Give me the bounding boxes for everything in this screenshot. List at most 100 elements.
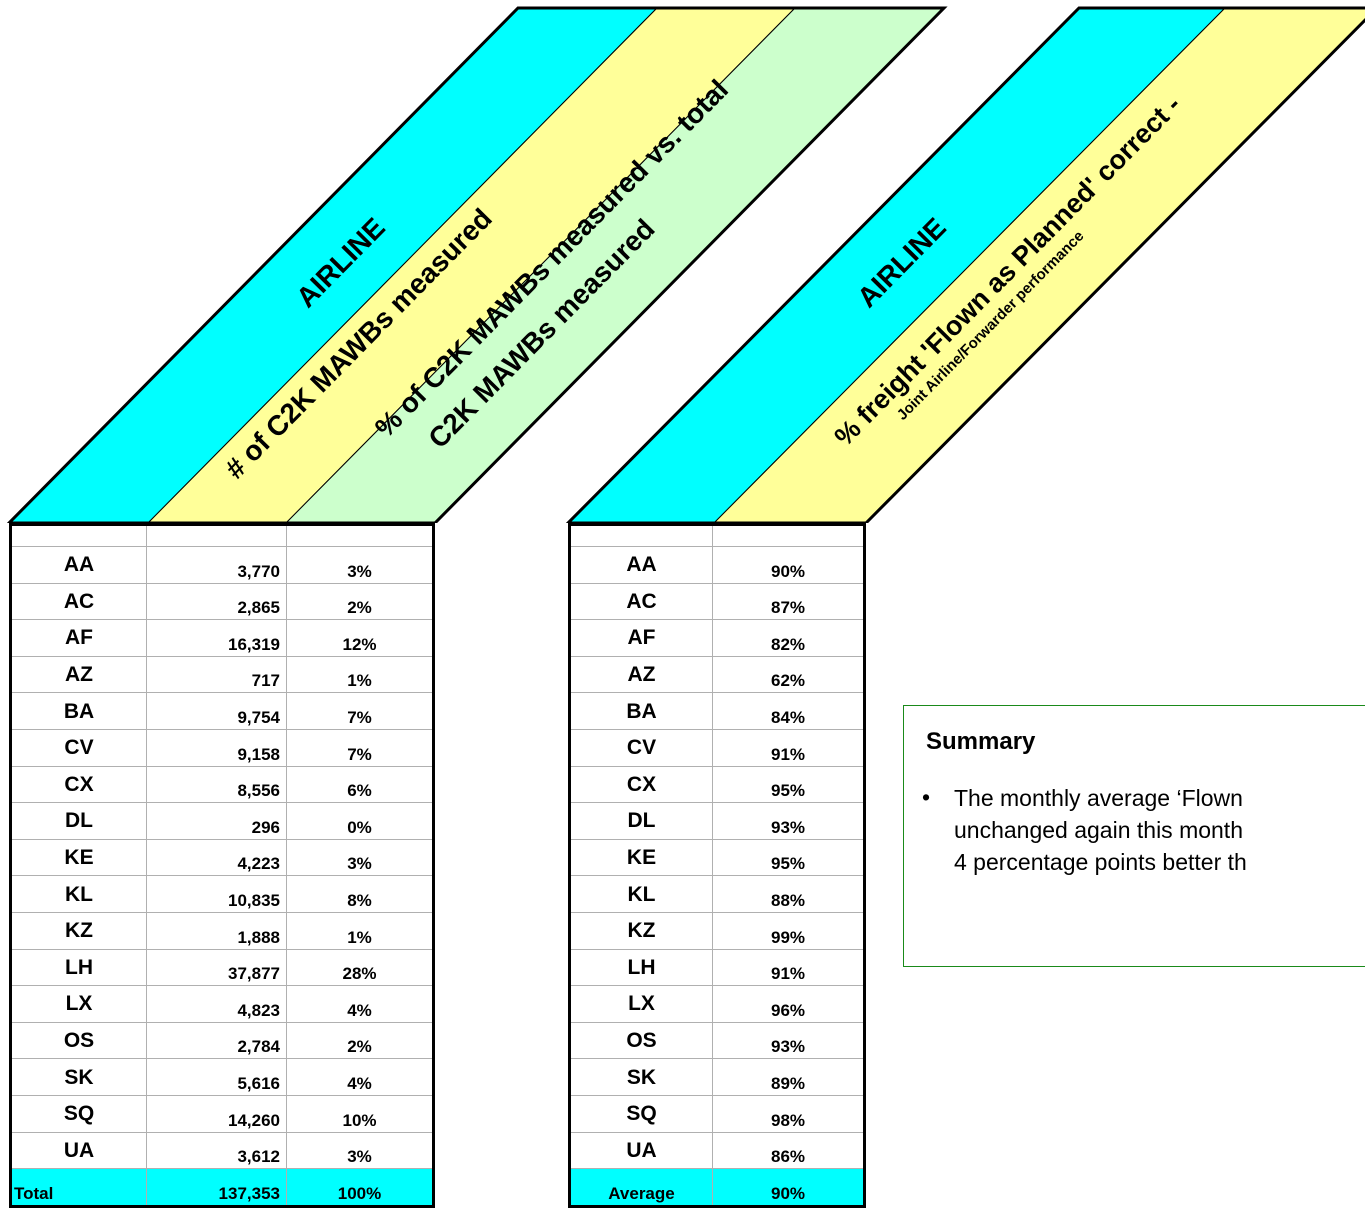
table-row: KZ 99%	[569, 911, 865, 950]
airline-code-cell: CV	[10, 728, 147, 767]
table2-header-outline	[565, 6, 1365, 523]
table-row: KL 88%	[569, 875, 865, 913]
table-row: KE 4,223 3%	[10, 838, 434, 877]
mawb-count-cell: 5,616	[146, 1058, 287, 1096]
airline-code-cell: KZ	[569, 911, 713, 950]
flown-pct-cell: 82%	[712, 619, 865, 657]
mawb-share-cell: 3%	[286, 546, 434, 584]
table-row: AF 82%	[569, 619, 865, 657]
table-row: AA 3,770 3%	[10, 546, 434, 584]
table-row-blank	[10, 524, 434, 547]
airline-code-cell: SK	[569, 1058, 713, 1096]
flown-pct-cell: 87%	[712, 582, 865, 621]
table-row: AC 2,865 2%	[10, 582, 434, 621]
airline-code-cell: KE	[10, 838, 147, 877]
flown-pct-cell: 88%	[712, 875, 865, 913]
mawb-count-cell: 2,865	[146, 582, 287, 621]
mawb-share-cell: 7%	[286, 692, 434, 730]
table-row: BA 9,754 7%	[10, 692, 434, 730]
table-row: SQ 14,260 10%	[10, 1094, 434, 1133]
airline-code-cell: AC	[569, 582, 713, 621]
flown-pct-cell: 93%	[712, 802, 865, 840]
table1-header-outline	[6, 6, 948, 523]
table-row: LH 91%	[569, 948, 865, 987]
airline-code-cell: UA	[569, 1131, 713, 1170]
flown-pct-cell: 95%	[712, 838, 865, 877]
average-row: Average 90%	[569, 1168, 865, 1207]
mawb-share-cell: 12%	[286, 619, 434, 657]
table-row: OS 2,784 2%	[10, 1021, 434, 1060]
airline-code-cell: KZ	[10, 911, 147, 950]
mawb-share-cell: 3%	[286, 1131, 434, 1170]
mawb-share-cell: 1%	[286, 911, 434, 950]
table-row-blank	[569, 524, 865, 547]
total-share: 100%	[286, 1168, 434, 1207]
mawb-count-cell: 4,823	[146, 985, 287, 1023]
airline-code-cell: CX	[569, 765, 713, 804]
table-row: KZ 1,888 1%	[10, 911, 434, 950]
airline-code-cell: AZ	[10, 655, 147, 694]
airline-code-cell: DL	[569, 802, 713, 840]
airline-code-cell: SK	[10, 1058, 147, 1096]
summary-text: The monthly average ‘Flown unchanged aga…	[954, 782, 1365, 878]
total-label: Total	[10, 1168, 147, 1207]
mawb-share-cell: 10%	[286, 1094, 434, 1133]
mawb-count-cell: 3,612	[146, 1131, 287, 1170]
table-row: CX 95%	[569, 765, 865, 804]
mawb-count-cell: 10,835	[146, 875, 287, 913]
table-row: UA 3,612 3%	[10, 1131, 434, 1170]
airline-code-cell: AZ	[569, 655, 713, 694]
mawb-share-cell: 0%	[286, 802, 434, 840]
table-row: CV 91%	[569, 728, 865, 767]
column-headers: AIRLINE # of C2K MAWBs measured % of C2K…	[6, 6, 1365, 523]
mawb-share-cell: 2%	[286, 582, 434, 621]
airline-code-cell: LH	[569, 948, 713, 987]
table-row: LH 37,877 28%	[10, 948, 434, 987]
airline-code-cell: AF	[10, 619, 147, 657]
mawb-count-cell: 4,223	[146, 838, 287, 877]
table-row: SK 89%	[569, 1058, 865, 1096]
mawb-count-cell: 717	[146, 655, 287, 694]
table-row: AZ 717 1%	[10, 655, 434, 694]
airline-code-cell: CX	[10, 765, 147, 804]
mawb-count-cell: 14,260	[146, 1094, 287, 1133]
mawb-share-cell: 3%	[286, 838, 434, 877]
mawb-share-cell: 1%	[286, 655, 434, 694]
mawb-count-cell: 37,877	[146, 948, 287, 987]
summary-box: Summary • The monthly average ‘Flown unc…	[903, 705, 1365, 967]
mawb-share-cell: 4%	[286, 1058, 434, 1096]
airline-code-cell: KL	[10, 875, 147, 913]
mawb-count-cell: 2,784	[146, 1021, 287, 1060]
airline-code-cell: OS	[569, 1021, 713, 1060]
airline-code-cell: AC	[10, 582, 147, 621]
table-row: CV 9,158 7%	[10, 728, 434, 767]
table-row: LX 4,823 4%	[10, 985, 434, 1023]
bullet-icon: •	[922, 784, 931, 810]
flown-pct-cell: 86%	[712, 1131, 865, 1170]
mawb-share-cell: 8%	[286, 875, 434, 913]
mawb-share-cell: 2%	[286, 1021, 434, 1060]
table-row: AZ 62%	[569, 655, 865, 694]
total-row: Total 137,353 100%	[10, 1168, 434, 1207]
table-row: BA 84%	[569, 692, 865, 730]
summary-line: 4 percentage points better th	[954, 849, 1247, 875]
airline-code-cell: UA	[10, 1131, 147, 1170]
airline-code-cell: LX	[10, 985, 147, 1023]
airline-code-cell: LH	[10, 948, 147, 987]
table-row: KL 10,835 8%	[10, 875, 434, 913]
airline-code-cell: KL	[569, 875, 713, 913]
flown-as-planned-table: AA 90% AC 87% AF 82% AZ 62% BA 84% CV 91% CX 95% DL 93%…	[568, 523, 866, 1208]
mawb-count-cell: 9,754	[146, 692, 287, 730]
summary-line: unchanged again this month	[954, 817, 1243, 843]
flown-pct-cell: 99%	[712, 911, 865, 950]
mawb-count-cell: 8,556	[146, 765, 287, 804]
flown-header-band	[713, 7, 1365, 523]
mawb-share-cell: 4%	[286, 985, 434, 1023]
flown-pct-cell: 91%	[712, 948, 865, 987]
airline-code-cell: DL	[10, 802, 147, 840]
table-row: DL 93%	[569, 802, 865, 840]
airline-code-cell: KE	[569, 838, 713, 877]
flown-pct-cell: 62%	[712, 655, 865, 694]
mawb-count-cell: 9,158	[146, 728, 287, 767]
flown-pct-cell: 96%	[712, 985, 865, 1023]
